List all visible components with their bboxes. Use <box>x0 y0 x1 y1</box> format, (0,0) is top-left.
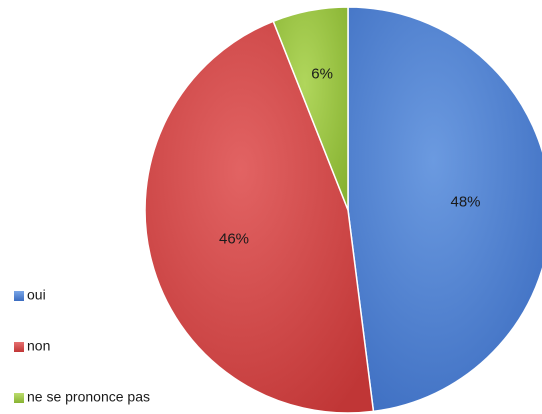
legend-swatch-ne-se-prononce-pas <box>14 393 24 403</box>
legend-label-non: non <box>27 338 50 354</box>
legend-swatch-oui <box>14 291 24 301</box>
pie-slice-ne-se-prononce-pas <box>272 6 349 211</box>
data-label-non: 46% <box>219 230 249 247</box>
pie-slice-oui <box>347 6 542 413</box>
legend-swatch-non <box>14 342 24 352</box>
pie-slice-non <box>144 20 375 414</box>
data-label-oui: 48% <box>450 194 480 211</box>
legend-label-oui: oui <box>27 287 46 303</box>
legend: oui non ne se prononce pas <box>14 287 150 405</box>
legend-label-ne-se-prononce-pas: ne se prononce pas <box>27 389 150 405</box>
data-label-ne-se-prononce-pas: 6% <box>311 65 333 82</box>
